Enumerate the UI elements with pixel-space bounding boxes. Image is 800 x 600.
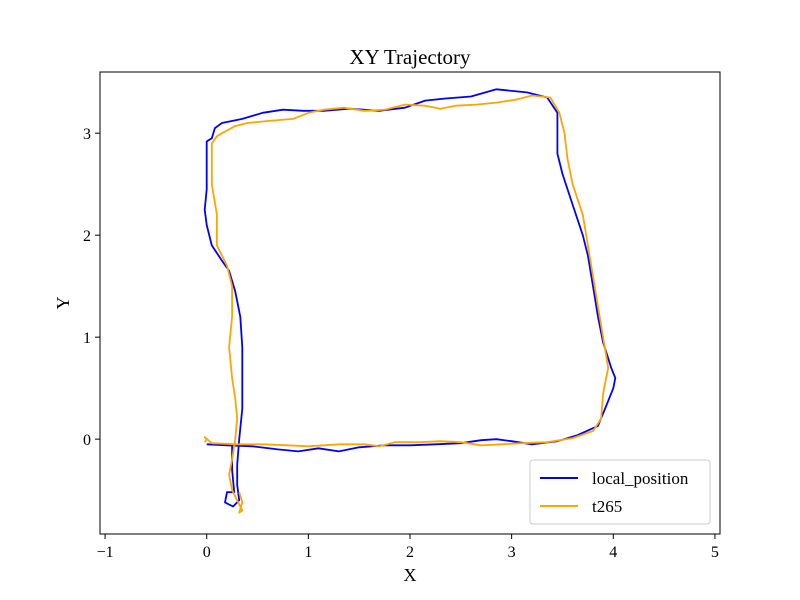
legend-label-t265: t265 bbox=[592, 497, 622, 516]
y-axis-label: Y bbox=[53, 297, 73, 310]
x-tick-label: 1 bbox=[304, 544, 312, 561]
x-axis-label: X bbox=[404, 565, 417, 585]
y-tick-label: 2 bbox=[83, 228, 91, 245]
chart-title: XY Trajectory bbox=[349, 45, 471, 69]
y-tick-label: 0 bbox=[83, 432, 91, 449]
y-tick-label: 3 bbox=[83, 126, 91, 143]
y-axis-ticks: 0 1 2 3 bbox=[83, 126, 100, 449]
legend-label-local-position: local_position bbox=[592, 469, 689, 488]
x-tick-label: −1 bbox=[97, 544, 114, 561]
x-tick-label: 2 bbox=[406, 544, 414, 561]
series-line-t265 bbox=[203, 94, 610, 514]
x-axis-ticks: −1 0 1 2 3 4 5 bbox=[97, 534, 719, 561]
x-tick-label: 0 bbox=[203, 544, 211, 561]
legend-box bbox=[529, 459, 711, 525]
plot-area bbox=[99, 71, 721, 535]
series-layer bbox=[203, 88, 617, 514]
legend: local_position t265 bbox=[529, 459, 711, 525]
x-tick-label: 3 bbox=[508, 544, 516, 561]
series-line-local-position bbox=[203, 88, 617, 508]
x-tick-label: 5 bbox=[711, 544, 719, 561]
y-tick-label: 1 bbox=[83, 330, 91, 347]
x-tick-label: 4 bbox=[609, 544, 617, 561]
